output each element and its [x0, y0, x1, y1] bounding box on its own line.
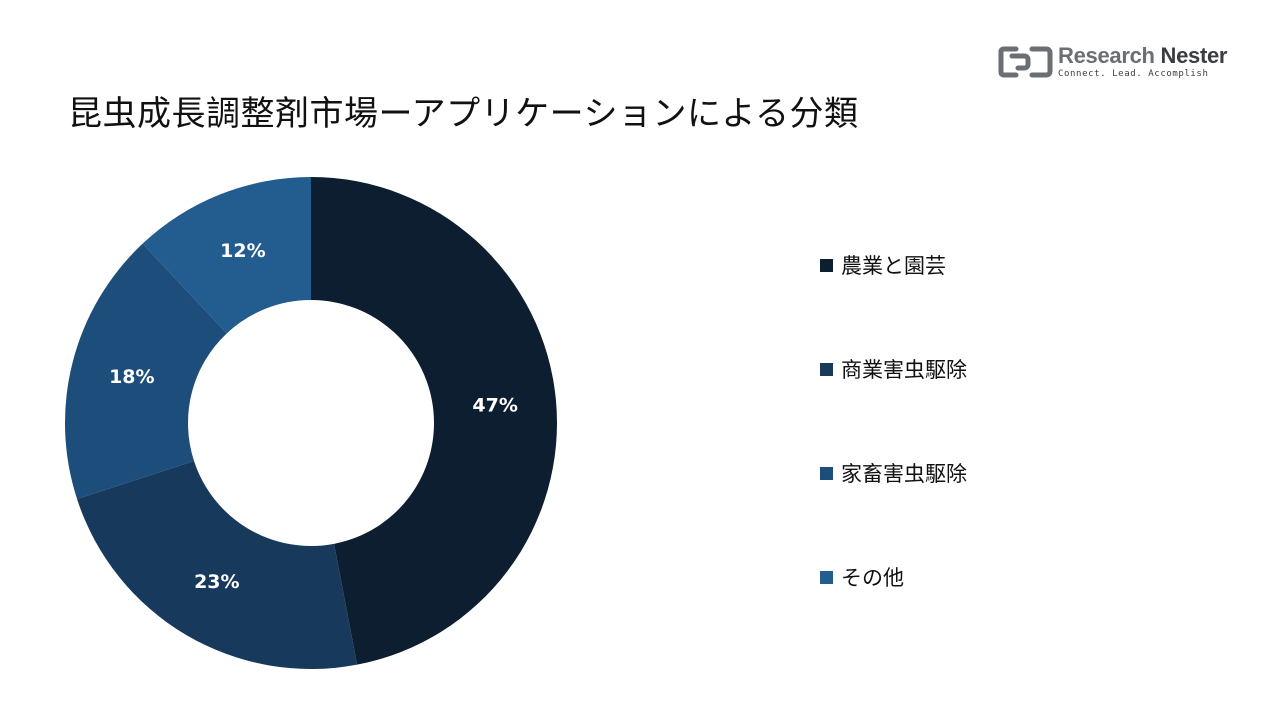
logo-name: Research Nester [1058, 45, 1227, 67]
logo-tagline: Connect. Lead. Accomplish [1058, 69, 1209, 79]
legend-swatch [820, 466, 833, 480]
page-title: 昆虫成長調整剤市場ーアプリケーションによる分類 [68, 94, 859, 134]
donut-slice-labels: 47% 23% 18% 12% [109, 240, 518, 593]
legend-label: 農業と園芸 [841, 254, 946, 278]
research-nester-logo-icon [998, 46, 1053, 78]
legend-item: その他 [820, 562, 904, 592]
donut-slice [311, 177, 557, 665]
donut-slices [65, 177, 557, 669]
legend-label: その他 [841, 566, 904, 590]
slice-percent-label: 23% [194, 571, 239, 593]
legend-swatch [820, 258, 833, 272]
legend-item: 家畜害虫駆除 [820, 458, 967, 488]
logo: Research Nester Connect. Lead. Accomplis… [998, 44, 1227, 80]
donut-slice [77, 461, 358, 669]
legend-swatch [820, 570, 833, 584]
slice-percent-label: 47% [472, 395, 517, 417]
logo-name-dark: Nester [1160, 43, 1228, 68]
legend-item: 商業害虫駆除 [820, 354, 967, 384]
legend-item: 農業と園芸 [820, 250, 946, 280]
slice-percent-label: 18% [109, 366, 154, 388]
legend-swatch [820, 362, 833, 376]
slice-percent-label: 12% [220, 240, 265, 262]
donut-chart: 47% 23% 18% 12% [65, 177, 557, 669]
donut-slice [142, 177, 311, 334]
logo-name-light: Research [1058, 43, 1155, 68]
donut-slice [65, 243, 227, 500]
legend-label: 商業害虫駆除 [841, 358, 967, 382]
legend-label: 家畜害虫駆除 [841, 462, 967, 486]
